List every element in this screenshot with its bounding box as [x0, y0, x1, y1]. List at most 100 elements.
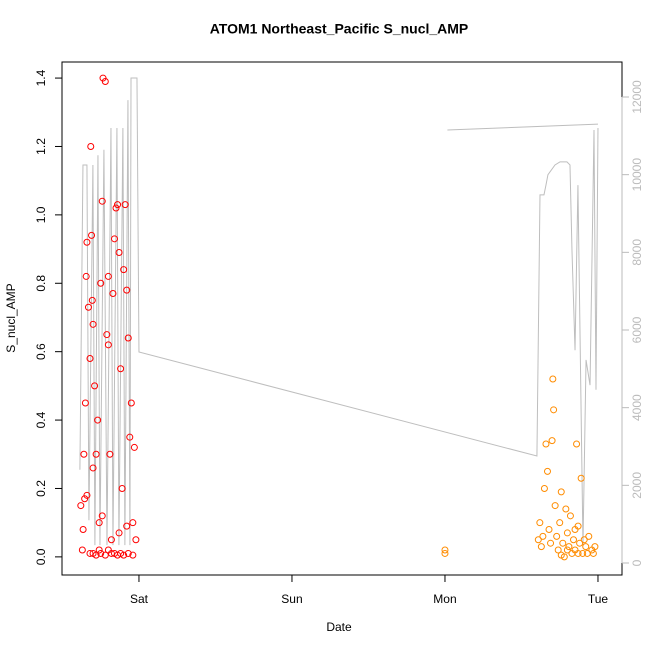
- point: [537, 543, 545, 551]
- point: [123, 522, 131, 530]
- y-axis-label: S_nucl_AMP: [4, 283, 18, 352]
- y2-tick-label: 2000: [630, 472, 644, 499]
- point: [562, 505, 570, 513]
- point: [114, 201, 122, 209]
- point: [107, 536, 115, 544]
- point: [539, 532, 547, 540]
- point: [124, 334, 132, 342]
- point: [115, 248, 123, 256]
- point: [80, 450, 88, 458]
- y2-tick-label: 0: [630, 559, 644, 566]
- point: [117, 365, 125, 373]
- x-tick-label: Mon: [433, 592, 456, 606]
- point: [83, 238, 91, 246]
- point: [112, 204, 120, 212]
- point: [585, 532, 593, 540]
- point: [82, 272, 90, 280]
- y-tick-label: 0.0: [34, 548, 48, 565]
- point: [441, 549, 449, 557]
- point: [81, 399, 89, 407]
- point: [89, 464, 97, 472]
- point: [77, 502, 85, 510]
- point: [91, 382, 99, 390]
- point: [574, 549, 582, 557]
- y2-tick-label: 10000: [630, 158, 644, 192]
- point: [78, 546, 86, 554]
- point: [545, 526, 553, 534]
- point: [582, 543, 590, 551]
- point: [103, 331, 111, 339]
- point: [95, 546, 103, 554]
- x-tick-label: Sun: [281, 592, 302, 606]
- point: [87, 142, 95, 150]
- point: [565, 543, 573, 551]
- y2-tick-label: 6000: [630, 316, 644, 343]
- y-tick-label: 0.8: [34, 275, 48, 292]
- point: [591, 543, 599, 551]
- point: [589, 549, 597, 557]
- point: [549, 375, 557, 383]
- chart-title: ATOM1 Northeast_Pacific S_nucl_AMP: [210, 21, 469, 37]
- line: [79, 77, 599, 546]
- y-tick-label: 0.4: [34, 411, 48, 428]
- point: [126, 433, 134, 441]
- point: [97, 549, 105, 557]
- x-tick-label: Sat: [130, 592, 149, 606]
- point: [534, 536, 542, 544]
- point: [542, 440, 550, 448]
- point: [92, 450, 100, 458]
- x-tick-label: Tue: [588, 592, 609, 606]
- point: [104, 341, 112, 349]
- point: [121, 201, 129, 209]
- point: [101, 77, 109, 85]
- point: [536, 519, 544, 527]
- point: [120, 551, 128, 559]
- point: [109, 290, 117, 298]
- point: [132, 536, 140, 544]
- point: [129, 551, 137, 559]
- point: [563, 546, 571, 554]
- point: [566, 512, 574, 520]
- plot-box: [61, 61, 623, 576]
- point: [579, 549, 587, 557]
- point: [563, 529, 571, 537]
- point: [98, 512, 106, 520]
- point: [553, 532, 561, 540]
- point: [551, 502, 559, 510]
- point: [107, 549, 115, 557]
- point: [84, 303, 92, 311]
- point: [79, 526, 87, 534]
- point: [129, 519, 137, 527]
- point: [576, 539, 584, 547]
- point: [127, 399, 135, 407]
- y-tick-label: 1.2: [34, 138, 48, 155]
- point: [97, 279, 105, 287]
- point: [86, 549, 94, 557]
- point: [559, 539, 567, 547]
- point: [88, 231, 96, 239]
- point: [557, 551, 565, 559]
- point: [569, 536, 577, 544]
- point: [540, 484, 548, 492]
- point: [548, 437, 556, 445]
- point: [573, 440, 581, 448]
- point: [88, 296, 96, 304]
- point: [550, 406, 558, 414]
- point: [101, 551, 109, 559]
- point: [83, 491, 91, 499]
- point: [547, 539, 555, 547]
- point: [106, 450, 114, 458]
- y2-tick-label: 4000: [630, 394, 644, 421]
- point: [120, 266, 128, 274]
- y-tick-label: 0.2: [34, 480, 48, 497]
- point: [95, 519, 103, 527]
- point: [92, 551, 100, 559]
- point: [98, 197, 106, 205]
- point: [115, 529, 123, 537]
- point: [123, 286, 131, 294]
- point: [94, 416, 102, 424]
- y-tick-label: 0.6: [34, 343, 48, 360]
- point: [86, 355, 94, 363]
- point: [110, 235, 118, 243]
